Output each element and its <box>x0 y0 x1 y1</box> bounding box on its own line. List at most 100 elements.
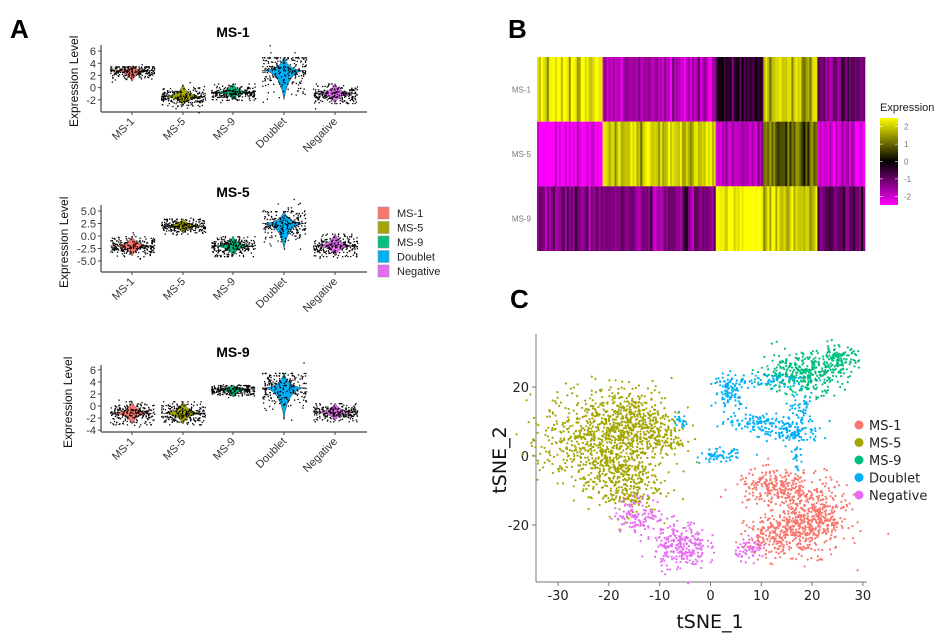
tsne-scatter: tSNE_1 tSNE_2 -30 -20 -10 0 10 20 30200-20MS-1… <box>489 334 927 633</box>
scatter-point <box>601 430 604 433</box>
jitter-point <box>272 221 274 224</box>
jitter-point <box>136 420 138 422</box>
jitter-point <box>236 99 238 101</box>
jitter-point <box>170 416 172 419</box>
jitter-point <box>262 101 264 103</box>
heatmap-cell <box>855 186 858 251</box>
jitter-point <box>218 96 220 98</box>
heatmap-cell <box>747 57 750 122</box>
panel-label-b: B <box>508 14 527 44</box>
jitter-point <box>234 97 236 99</box>
scatter-point <box>617 461 621 464</box>
jitter-point <box>303 397 305 399</box>
scatter-point <box>574 430 577 433</box>
jitter-point <box>316 414 318 416</box>
jitter-point <box>129 69 131 71</box>
jitter-point <box>121 410 123 412</box>
jitter-point <box>230 90 232 92</box>
jitter-point <box>292 392 295 394</box>
jitter-point <box>126 239 128 241</box>
jitter-point <box>322 92 324 94</box>
jitter-point <box>190 97 192 99</box>
scatter-point <box>652 433 655 436</box>
jitter-point <box>163 88 165 90</box>
scatter-point <box>601 396 604 399</box>
jitter-point <box>326 233 328 235</box>
jitter-point <box>112 244 115 246</box>
heatmap-cell <box>791 121 794 187</box>
jitter-point <box>217 248 220 250</box>
jitter-point <box>287 57 289 59</box>
jitter-point <box>135 66 137 68</box>
jitter-point <box>182 95 185 97</box>
jitter-point <box>182 224 184 226</box>
jitter-point <box>211 242 213 244</box>
jitter-point <box>188 225 190 227</box>
jitter-point <box>193 417 195 419</box>
jitter-point <box>130 247 132 250</box>
jitter-point <box>343 92 345 95</box>
violin-plot-ms5: MS-5 Expression Level 5.02.50.0-2.5-5.0M… <box>57 184 367 315</box>
heatmap-cell <box>763 186 766 251</box>
violin-shape <box>109 235 155 257</box>
jitter-point <box>341 92 343 94</box>
legend-item: MS-1 <box>377 206 423 220</box>
scatter-point <box>659 417 662 420</box>
jitter-point <box>118 66 121 68</box>
jitter-point <box>325 94 327 96</box>
scatter-point <box>608 440 611 443</box>
jitter-point <box>342 415 344 417</box>
jitter-point <box>212 247 215 249</box>
jitter-point <box>343 94 345 96</box>
jitter-point <box>282 58 284 60</box>
jitter-point <box>334 415 336 417</box>
heatmap-cell <box>857 121 860 187</box>
heatmap-cell <box>640 186 643 251</box>
heatmap-cell <box>537 121 540 187</box>
jitter-point <box>301 225 303 227</box>
jitter-point <box>287 207 289 209</box>
jitter-point <box>197 104 199 107</box>
jitter-point <box>267 211 270 214</box>
jitter-point <box>246 387 248 389</box>
jitter-point <box>123 245 125 247</box>
jitter-point <box>177 227 179 230</box>
scatter-point <box>644 451 647 454</box>
jitter-point <box>115 414 117 416</box>
jitter-point <box>330 412 333 414</box>
jitter-point <box>241 392 243 394</box>
jitter-point <box>316 412 318 415</box>
jitter-point <box>290 211 293 213</box>
jitter-point <box>332 96 335 98</box>
jitter-point <box>163 229 165 232</box>
jitter-point <box>153 411 155 413</box>
jitter-point <box>247 394 249 396</box>
jitter-point <box>266 66 269 68</box>
jitter-point <box>340 410 342 412</box>
jitter-point <box>168 98 170 100</box>
scatter-point <box>545 429 548 432</box>
jitter-point <box>313 88 315 90</box>
jitter-point <box>322 248 324 250</box>
jitter-point <box>186 107 189 109</box>
heatmap-cell <box>815 121 818 187</box>
jitter-point <box>342 247 344 249</box>
jitter-point <box>318 242 320 244</box>
scatter-point <box>609 459 612 462</box>
jitter-point <box>197 97 199 99</box>
scatter-point <box>618 436 621 439</box>
scatter-point <box>564 462 567 465</box>
jitter-point <box>248 245 250 248</box>
jitter-point <box>295 213 297 215</box>
jitter-point <box>354 406 356 409</box>
jitter-point <box>176 421 179 423</box>
jitter-point <box>347 256 349 258</box>
jitter-point <box>165 219 167 221</box>
jitter-point <box>341 98 343 101</box>
legend-item: MS-9 <box>377 235 423 249</box>
jitter-point <box>177 231 179 233</box>
jitter-point <box>139 258 141 260</box>
jitter-point <box>246 248 248 250</box>
jitter-point <box>287 222 289 224</box>
